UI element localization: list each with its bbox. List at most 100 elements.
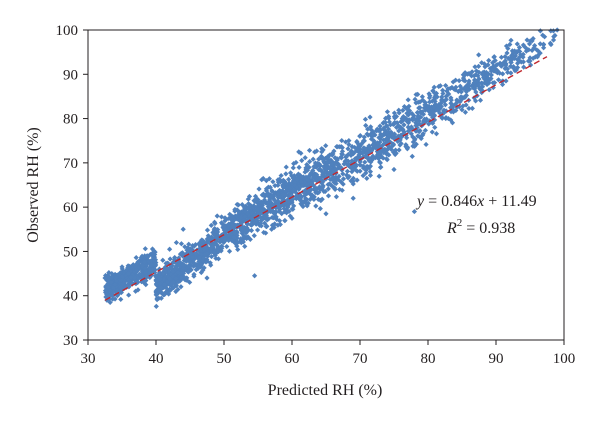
data-point (476, 52, 482, 58)
data-point (310, 156, 316, 162)
data-point (214, 213, 220, 219)
data-point (504, 50, 510, 56)
data-point (277, 206, 283, 213)
data-point (142, 269, 149, 275)
data-point (405, 124, 411, 130)
data-point (457, 83, 463, 89)
data-point (367, 114, 373, 120)
data-point (443, 96, 449, 103)
data-point (148, 269, 154, 275)
data-point (323, 211, 329, 217)
data-point (325, 193, 332, 199)
data-point (529, 47, 535, 54)
data-point (303, 200, 309, 206)
data-point (177, 251, 184, 257)
data-point (263, 223, 269, 230)
data-point (398, 124, 404, 131)
data-point (339, 145, 345, 151)
data-point (158, 289, 164, 295)
data-point (178, 264, 184, 270)
data-point (349, 158, 355, 164)
data-point (135, 287, 141, 293)
data-point (173, 275, 179, 281)
data-point (175, 275, 181, 281)
data-point (168, 272, 174, 278)
data-point (148, 258, 154, 264)
data-point (104, 297, 110, 303)
data-point (446, 91, 452, 97)
data-point (276, 205, 282, 211)
data-point (279, 198, 286, 204)
data-point (429, 98, 436, 104)
data-point (357, 168, 363, 174)
data-point (178, 284, 184, 290)
data-point (486, 80, 492, 86)
data-point (252, 273, 258, 279)
data-point (507, 41, 513, 48)
data-point (285, 199, 291, 205)
data-point (224, 243, 230, 250)
data-point (180, 265, 186, 271)
data-point (175, 269, 181, 275)
data-point (479, 80, 485, 86)
data-point (208, 262, 214, 268)
data-point (419, 109, 425, 115)
data-point (377, 150, 383, 156)
data-point (458, 95, 464, 101)
data-point (165, 274, 171, 280)
data-point (234, 213, 240, 219)
data-point (448, 95, 454, 101)
data-point (426, 121, 432, 127)
data-point (119, 264, 125, 270)
data-point (442, 102, 448, 108)
data-point (270, 195, 277, 202)
data-point (499, 81, 506, 88)
data-point (339, 187, 345, 193)
data-point (303, 191, 309, 197)
data-point (396, 147, 402, 153)
data-point (354, 145, 360, 151)
data-point (436, 101, 442, 108)
data-point (448, 97, 454, 103)
data-point (229, 216, 235, 222)
data-point (258, 199, 264, 205)
data-point (328, 176, 335, 182)
data-point (505, 69, 511, 76)
y-tick-label: 30 (63, 333, 78, 349)
data-point (126, 277, 132, 283)
data-point (274, 203, 280, 209)
data-point (142, 266, 148, 272)
data-point (388, 146, 394, 152)
data-point (477, 97, 484, 103)
data-point (393, 150, 399, 156)
data-point (319, 149, 325, 155)
data-point (260, 191, 267, 197)
data-point (383, 156, 390, 162)
data-point (310, 174, 316, 180)
data-point (485, 62, 491, 68)
data-point (241, 224, 247, 231)
data-point (497, 70, 503, 76)
data-point (423, 118, 429, 124)
data-point (462, 70, 468, 76)
data-point (472, 64, 478, 70)
data-point (486, 87, 492, 93)
data-point (163, 273, 169, 279)
data-point (272, 182, 278, 189)
data-point (411, 208, 417, 215)
data-point (390, 149, 397, 155)
data-point (341, 161, 347, 167)
y-tick-label: 40 (63, 289, 78, 305)
data-point (191, 261, 198, 267)
data-point (235, 239, 241, 246)
data-point (156, 266, 162, 272)
data-point (164, 265, 170, 271)
data-point (371, 142, 377, 148)
data-point (413, 122, 419, 129)
data-point (513, 67, 519, 73)
data-point (517, 54, 523, 60)
data-point (251, 232, 257, 239)
data-point (185, 269, 192, 275)
data-point (386, 126, 392, 132)
data-point (126, 284, 132, 290)
